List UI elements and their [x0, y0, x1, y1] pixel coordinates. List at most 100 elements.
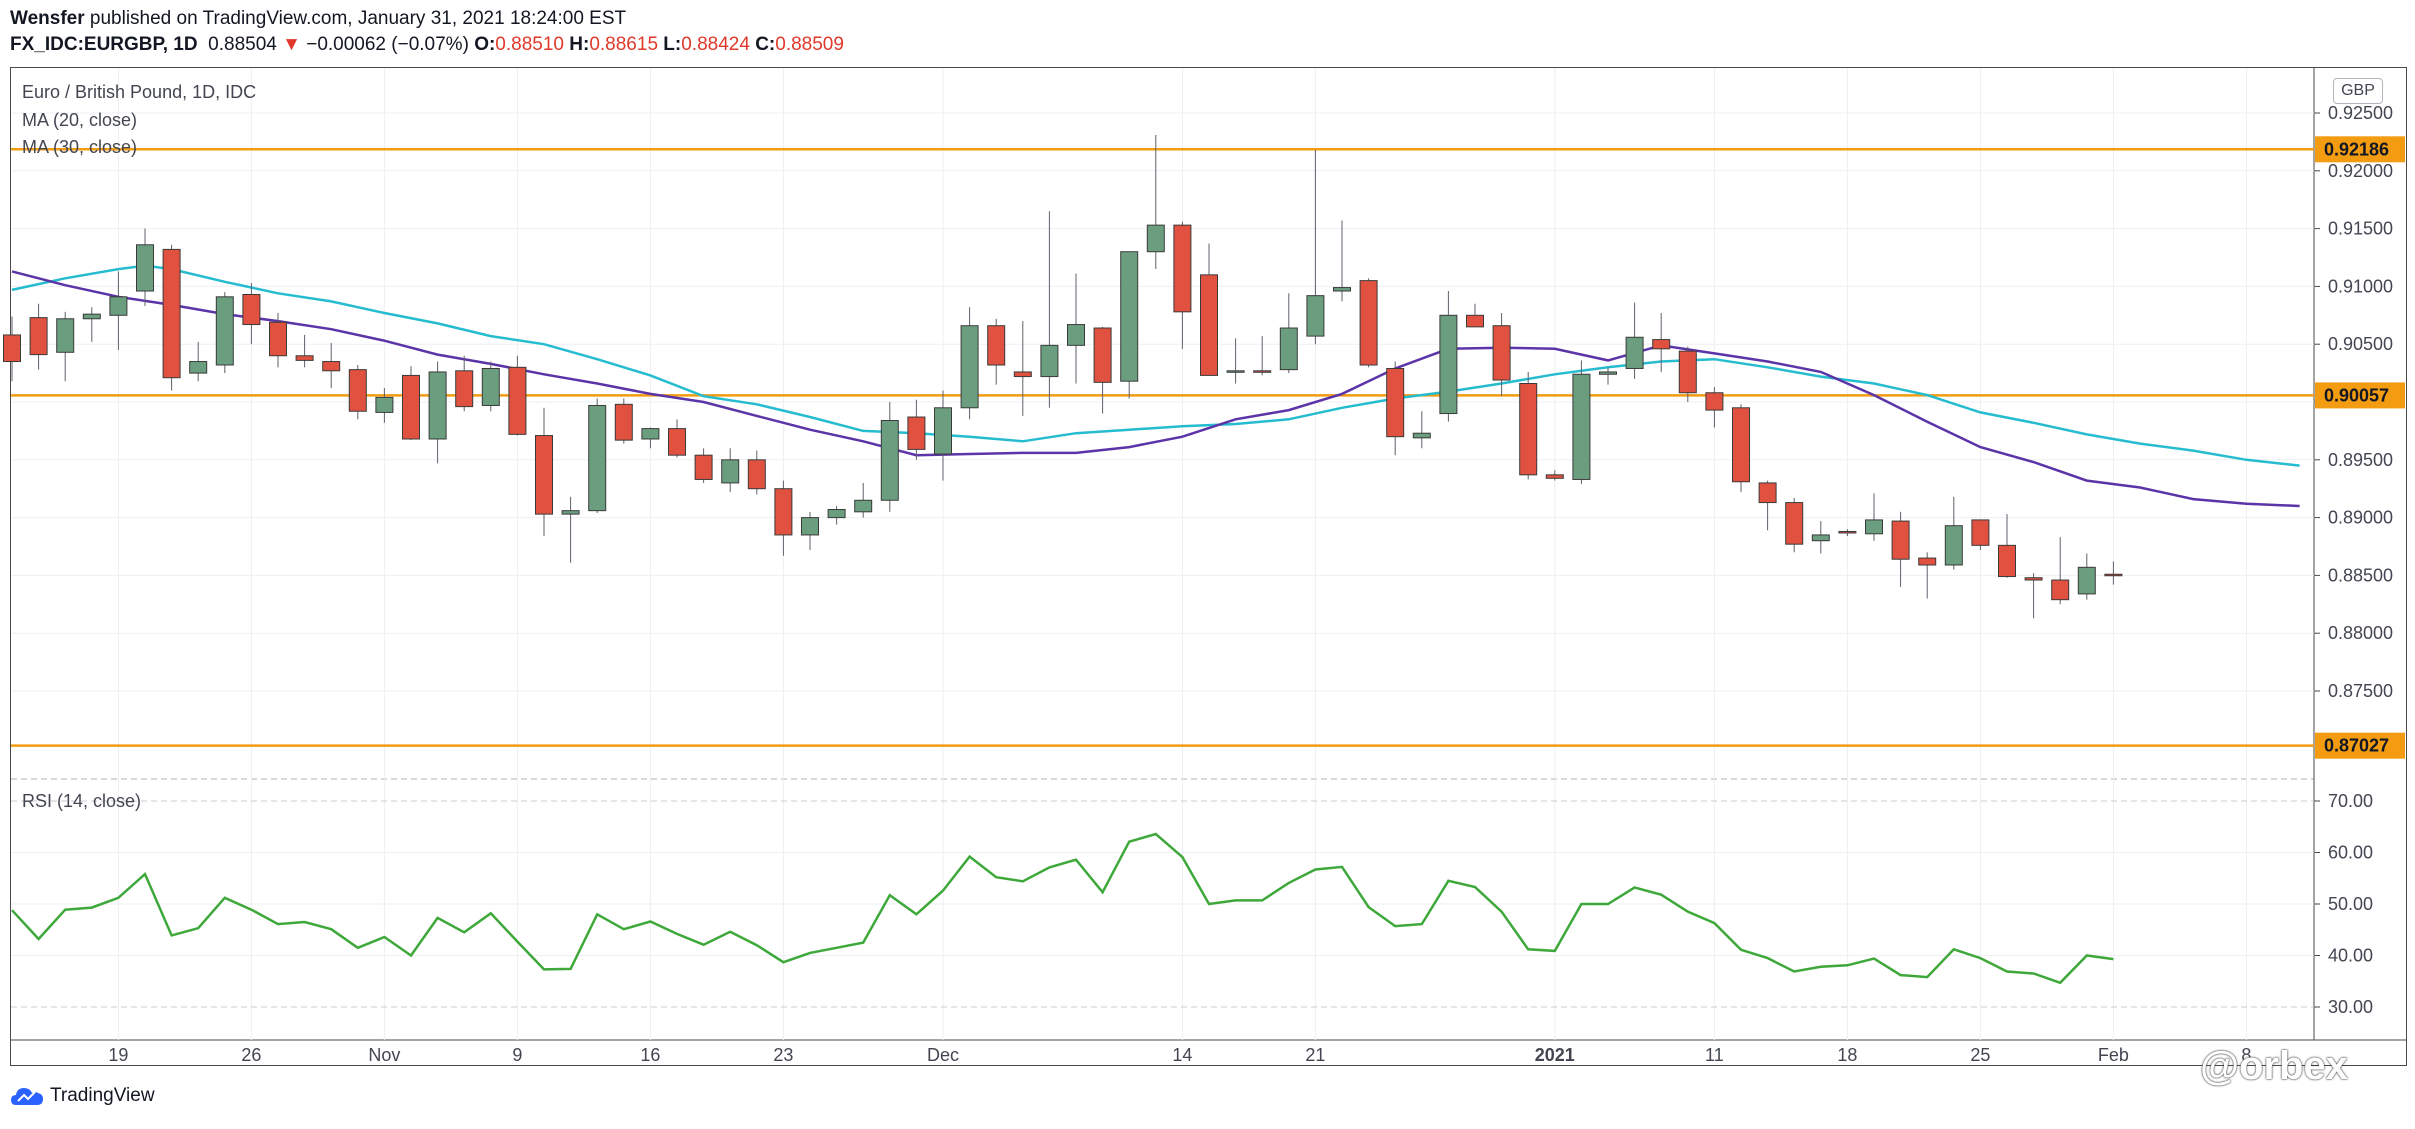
candle-down — [1891, 520, 1910, 560]
open-label: O: — [474, 34, 496, 55]
candle-up — [1944, 525, 1963, 566]
candle-up — [1306, 295, 1325, 337]
candle-up — [1625, 336, 1644, 369]
candle-down — [1785, 502, 1804, 545]
candle-up — [1865, 519, 1883, 535]
rsi-tick-label: 70.00 — [2328, 791, 2373, 811]
candle-down — [1492, 325, 1511, 381]
candle-up — [428, 371, 447, 440]
level-price-tag — [2315, 136, 2405, 163]
candle-up — [481, 367, 500, 406]
time-tick-label: 14 — [1172, 1045, 1192, 1065]
candle-down — [2104, 573, 2123, 577]
candle-down — [668, 428, 686, 456]
candle-down — [1359, 280, 1378, 366]
legend-main: Euro / British Pound, 1D, IDC — [22, 82, 257, 102]
rsi-tick-label: 50.00 — [2328, 894, 2373, 914]
candle-down — [402, 374, 420, 440]
time-tick-label: 16 — [640, 1045, 660, 1065]
legend-rsi: RSI (14, close) — [22, 791, 142, 811]
candle-up — [801, 517, 819, 536]
price-tick-label: 0.88000 — [2328, 623, 2393, 643]
candle-up — [880, 419, 899, 501]
candle-down — [1998, 544, 2016, 578]
time-tick-label: 19 — [108, 1045, 128, 1065]
low-value: 0.88424 — [681, 34, 750, 55]
candle-down — [2051, 579, 2070, 601]
rsi-tick-label: 60.00 — [2328, 843, 2373, 863]
candle-up — [1439, 314, 1458, 415]
price-tick-label: 0.89500 — [2328, 450, 2393, 470]
down-triangle-icon: ▼ — [282, 34, 301, 55]
open-value: 0.88510 — [495, 34, 564, 55]
candle-down — [1678, 350, 1697, 394]
time-tick-label: 18 — [1837, 1045, 1857, 1065]
candle-down — [774, 488, 793, 536]
candle-down — [1013, 371, 1032, 378]
candle-up — [1412, 432, 1431, 439]
candle-down — [3, 334, 21, 363]
candle-down — [1705, 392, 1724, 411]
author-name[interactable]: Wensfer — [10, 8, 85, 29]
candle-up — [215, 296, 234, 366]
rsi-tick-label: 30.00 — [2328, 997, 2373, 1017]
candle-down — [162, 248, 181, 379]
level-price-tag — [2315, 732, 2405, 759]
candle-up — [1599, 371, 1617, 375]
candle-down — [694, 454, 713, 480]
candle-up — [561, 510, 580, 515]
candle-down — [1466, 314, 1484, 328]
level-price-tag — [2315, 382, 2405, 409]
price-tick-label: 0.87500 — [2328, 681, 2393, 701]
candle-down — [242, 293, 261, 326]
high-label: H: — [569, 34, 590, 55]
tradingview-logo[interactable]: TradingView — [10, 1085, 155, 1107]
candle-down — [295, 355, 314, 361]
time-tick-label: Dec — [927, 1045, 959, 1065]
rsi-tick-label: 40.00 — [2328, 946, 2373, 966]
time-tick-label: Feb — [2098, 1045, 2129, 1065]
time-tick-label: 23 — [773, 1045, 793, 1065]
candle-up — [82, 313, 101, 320]
symbol-label: FX_IDC:EURGBP, 1D — [10, 34, 198, 55]
time-tick-label: 9 — [512, 1045, 522, 1065]
candle-down — [269, 321, 287, 357]
rsi-line — [11, 832, 2114, 985]
candle-down — [535, 435, 553, 515]
candle-down — [1545, 474, 1564, 479]
candle-down — [29, 317, 48, 356]
candle-up — [375, 396, 394, 413]
candle-down — [1386, 367, 1405, 438]
legend-ma20: MA (20, close) — [22, 110, 138, 130]
candle-down — [348, 369, 367, 412]
candle-up — [1067, 324, 1085, 346]
candle-down — [1918, 557, 1937, 566]
close-label: C: — [755, 34, 776, 55]
candle-down — [1253, 370, 1272, 373]
candle-down — [1732, 407, 1750, 483]
price-tick-label: 0.88500 — [2328, 565, 2393, 585]
candle-down — [907, 416, 926, 450]
time-tick-label: 11 — [1705, 1045, 1724, 1065]
candle-down — [614, 403, 633, 441]
currency-badge[interactable]: GBP — [2333, 78, 2383, 104]
time-tick-label: 2021 — [1535, 1045, 1575, 1065]
candle-down — [1173, 224, 1192, 313]
candle-down — [1519, 383, 1538, 476]
price-change: −0.00062 (−0.07%) — [306, 34, 469, 55]
candle-down — [1652, 339, 1671, 350]
price-tick-label: 0.91000 — [2328, 276, 2393, 296]
candle-down — [1093, 327, 1112, 383]
ma30-line — [11, 264, 2300, 467]
candle-up — [56, 318, 75, 353]
ohlc-bar: FX_IDC:EURGBP, 1D 0.88504 ▼ −0.00062 (−0… — [10, 33, 844, 57]
tradingview-cloud-icon — [11, 1088, 43, 1105]
price-tick-label: 0.90500 — [2328, 334, 2393, 354]
time-tick-label: 26 — [241, 1045, 261, 1065]
candle-up — [136, 244, 154, 292]
price-tick-label: 0.91500 — [2328, 219, 2393, 239]
publish-date: published on TradingView.com, January 31… — [89, 8, 627, 29]
candle-up — [1146, 224, 1165, 253]
candle-up — [960, 325, 979, 409]
